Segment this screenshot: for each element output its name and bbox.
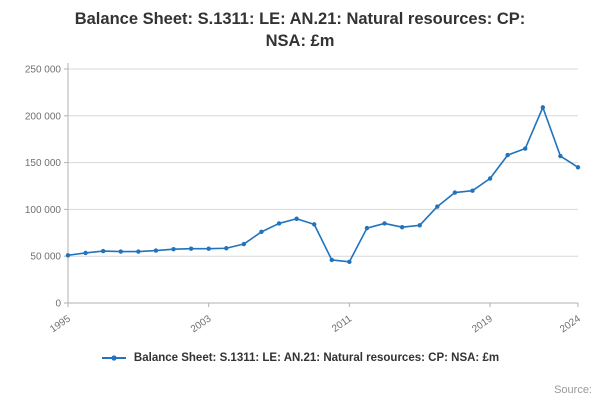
svg-text:2003: 2003 — [189, 313, 214, 335]
legend-label: Balance Sheet: S.1311: LE: AN.21: Natura… — [133, 351, 500, 364]
svg-text:150 000: 150 000 — [25, 158, 62, 169]
chart-title-line1: Balance Sheet: S.1311: LE: AN.21: Natura… — [74, 10, 526, 28]
chart-title: Balance Sheet: S.1311: LE: AN.21: Natura… — [0, 0, 600, 53]
svg-text:100 000: 100 000 — [25, 204, 62, 215]
chart-title-line2: NSA: £m — [265, 32, 335, 51]
line-chart-svg: 0 50 000 100 000 150 000 200 000 250 000 1995 2… — [25, 62, 583, 335]
line-chart: 0 50 000 100 000 150 000 200 000 250 000 1995 2… — [0, 53, 600, 345]
svg-text:2024: 2024 — [558, 313, 583, 335]
source-label: Source: — [554, 384, 592, 396]
svg-text:1995: 1995 — [48, 313, 73, 335]
svg-text:250 000: 250 000 — [25, 64, 62, 75]
svg-text:2019: 2019 — [470, 313, 495, 335]
svg-text:0: 0 — [55, 298, 61, 309]
svg-text:200 000: 200 000 — [25, 111, 62, 122]
svg-text:2011: 2011 — [330, 313, 354, 335]
svg-text:50 000: 50 000 — [30, 251, 61, 262]
legend-item[interactable]: Balance Sheet: S.1311: LE: AN.21: Natura… — [0, 347, 600, 369]
legend-line-marker-icon — [101, 354, 126, 361]
